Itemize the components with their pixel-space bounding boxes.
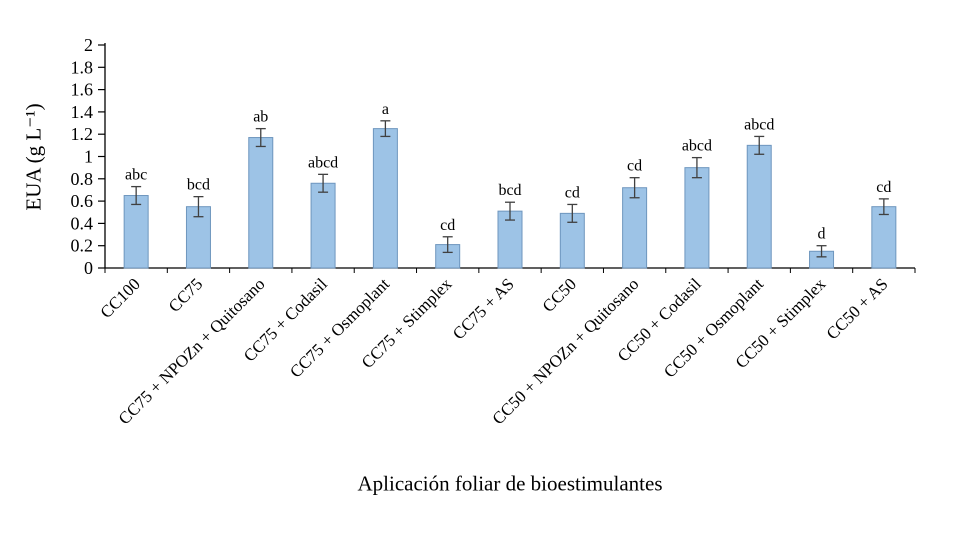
significance-label: d	[818, 226, 826, 243]
x-category-label: CC50 + AS	[823, 274, 892, 343]
bar	[372, 128, 398, 269]
y-tick-label: 2	[84, 35, 93, 55]
bar	[871, 206, 897, 269]
significance-label: ab	[253, 109, 268, 126]
significance-label: bcd	[187, 177, 210, 194]
significance-label: abcd	[744, 116, 774, 133]
y-tick-label: 1.4	[71, 102, 94, 122]
significance-label: cd	[627, 158, 642, 175]
y-tick-label: 0.2	[71, 236, 94, 256]
bar	[248, 137, 274, 269]
y-tick-label: 1.8	[71, 57, 94, 77]
bar	[310, 182, 336, 269]
x-category-label: CC75 + AS	[449, 274, 518, 343]
x-category-label: CC75	[165, 274, 206, 315]
significance-label: cd	[565, 184, 580, 201]
x-axis-title: Aplicación foliar de bioestimulantes	[357, 471, 663, 496]
significance-label: cd	[440, 217, 455, 234]
y-tick-label: 0.6	[71, 191, 94, 211]
significance-label: a	[382, 101, 389, 118]
y-tick-label: 1	[84, 147, 93, 167]
significance-label: bcd	[498, 182, 521, 199]
bar	[684, 167, 710, 269]
bar	[123, 195, 149, 269]
significance-label: abc	[125, 167, 147, 184]
x-category-label: CC50	[539, 274, 580, 315]
significance-label: abcd	[308, 154, 338, 171]
bar	[746, 144, 772, 269]
significance-label: cd	[876, 179, 891, 196]
y-axis-title: EUA (g L⁻¹)	[21, 103, 46, 211]
y-tick-label: 0.8	[71, 169, 94, 189]
x-category-label: CC100	[96, 274, 144, 322]
bar	[622, 187, 648, 269]
significance-label: abcd	[682, 138, 712, 155]
y-tick-label: 1.2	[71, 124, 94, 144]
y-tick-label: 1.6	[71, 80, 94, 100]
y-tick-label: 0	[84, 258, 93, 278]
y-tick-label: 0.4	[71, 213, 94, 233]
